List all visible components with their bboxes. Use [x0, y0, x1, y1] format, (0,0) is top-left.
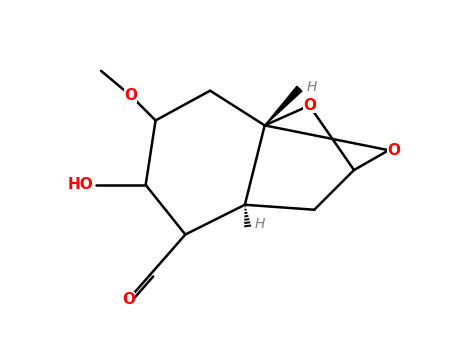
- Text: O: O: [122, 292, 135, 307]
- Text: O: O: [124, 88, 137, 103]
- Text: O: O: [387, 143, 400, 158]
- Polygon shape: [265, 86, 302, 125]
- Text: H: H: [306, 80, 317, 94]
- Text: H: H: [254, 217, 265, 231]
- Text: HO: HO: [67, 177, 93, 192]
- Text: O: O: [303, 98, 316, 113]
